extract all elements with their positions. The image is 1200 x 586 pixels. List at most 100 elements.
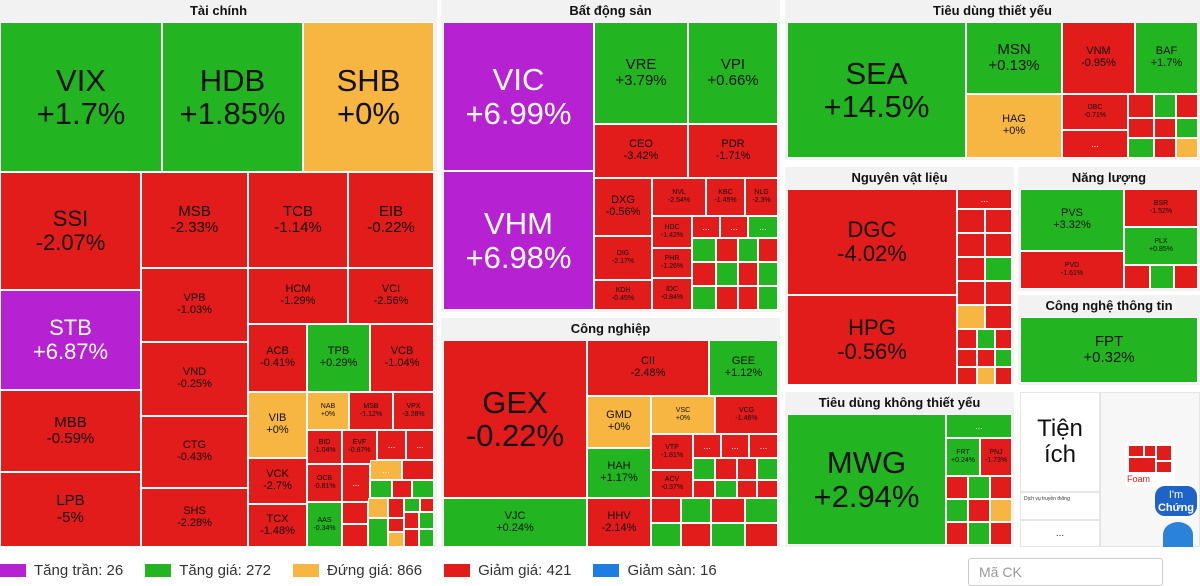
stock-tile[interactable]: TPB +0.29% <box>307 324 370 392</box>
stock-tile[interactable]: OCB -0.81% <box>307 464 342 502</box>
mini-tile[interactable] <box>692 286 716 310</box>
stock-tile[interactable]: VND -0.25% <box>141 342 248 416</box>
stock-tile[interactable]: IDC -0.84% <box>652 278 692 310</box>
mini-tile[interactable] <box>758 286 778 310</box>
more-tile[interactable]: ... <box>721 434 749 458</box>
mini-tile[interactable] <box>957 329 977 349</box>
stock-tile[interactable]: CTG -0.43% <box>141 416 248 488</box>
mini-tile[interactable] <box>985 305 1012 329</box>
mini-tile[interactable] <box>681 523 711 547</box>
mini-tile[interactable] <box>758 238 778 262</box>
mini-tile[interactable] <box>342 524 368 547</box>
stock-tile[interactable]: HPG -0.56% <box>787 295 957 385</box>
stock-tile[interactable]: MBB -0.59% <box>0 390 141 472</box>
mini-tile[interactable] <box>957 281 985 305</box>
stock-tile[interactable]: SHS -2.28% <box>141 488 248 547</box>
mini-tile[interactable] <box>1150 265 1174 289</box>
stock-tile[interactable]: HAH +1.17% <box>587 448 651 498</box>
stock-tile[interactable]: PHR -1.26% <box>652 248 692 278</box>
mini-tile[interactable] <box>1154 138 1176 158</box>
mini-tile[interactable] <box>392 480 412 498</box>
mini-tile[interactable] <box>957 305 985 329</box>
utilities-tile[interactable]: Tiện ích <box>1020 392 1100 492</box>
stock-tile[interactable]: VCK -2.7% <box>248 458 307 504</box>
mini-tile[interactable] <box>745 498 778 523</box>
mini-tile[interactable] <box>711 523 745 547</box>
mini-tile[interactable] <box>342 502 368 524</box>
mini-tile[interactable] <box>681 498 711 523</box>
stock-tile[interactable]: ACB -0.41% <box>248 324 307 392</box>
utilities-media-tile[interactable]: Dịch vụ truyền thông <box>1020 492 1100 520</box>
mini-tile[interactable] <box>420 498 434 512</box>
mascot-badge[interactable]: I'm Chứng <box>1149 480 1200 547</box>
mini-tile[interactable] <box>370 480 392 498</box>
mini-tile[interactable] <box>946 522 968 545</box>
mini-tile[interactable] <box>419 529 434 547</box>
stock-tile[interactable]: AAS -0.34% <box>307 502 342 547</box>
mini-tile[interactable] <box>1176 138 1198 158</box>
mini-tile[interactable] <box>692 238 716 262</box>
mini-tile[interactable] <box>995 329 1012 349</box>
stock-tile[interactable]: HCM -1.29% <box>248 268 348 324</box>
mini-tile[interactable] <box>990 499 1012 522</box>
mini-tile[interactable] <box>968 476 990 499</box>
mini-tile[interactable] <box>651 523 681 547</box>
mini-tile[interactable] <box>368 518 388 547</box>
mini-tile[interactable] <box>968 499 990 522</box>
more-tile[interactable]: ... <box>946 414 1012 438</box>
mini-tile[interactable] <box>985 257 1012 281</box>
stock-tile[interactable]: VPX -3.28% <box>393 392 434 430</box>
stock-tile[interactable]: NVL -2.54% <box>652 178 706 216</box>
stock-tile[interactable]: VPI +0.66% <box>688 22 778 124</box>
mini-tile[interactable] <box>977 349 995 367</box>
mini-tile[interactable] <box>968 522 990 545</box>
stock-tile[interactable]: VSC +0% <box>651 396 715 434</box>
stock-tile[interactable]: EVF -0.87% <box>342 430 377 464</box>
mini-tile[interactable] <box>368 498 388 518</box>
stock-tile[interactable]: VCG -1.46% <box>715 396 778 434</box>
more-tile[interactable]: ... <box>370 460 402 480</box>
mini-tile[interactable] <box>388 498 404 518</box>
mini-tile[interactable] <box>985 209 1012 233</box>
stock-tile[interactable]: GMD +0% <box>587 396 651 448</box>
mini-tile[interactable] <box>1128 118 1154 138</box>
more-tile[interactable]: ... <box>1062 130 1128 158</box>
mini-tile[interactable] <box>957 233 985 257</box>
stock-tile[interactable]: FPT +0.32% <box>1020 317 1198 383</box>
mini-tile[interactable] <box>977 367 995 385</box>
mini-tile[interactable] <box>715 458 737 480</box>
stock-tile[interactable]: NAB +0% <box>307 392 349 430</box>
stock-tile[interactable]: EIB -0.22% <box>348 172 434 268</box>
stock-tile[interactable]: DGC -4.02% <box>787 189 957 295</box>
stock-tile[interactable]: PNJ -1.73% <box>980 438 1012 476</box>
mini-tile[interactable] <box>745 523 778 547</box>
mini-tile[interactable] <box>737 458 757 480</box>
mini-tile[interactable] <box>1128 94 1154 118</box>
mini-tile[interactable] <box>738 238 758 262</box>
mini-tile[interactable] <box>946 499 968 522</box>
stock-tile[interactable]: SSI -2.07% <box>0 172 141 290</box>
stock-tile[interactable]: DXG -0.56% <box>594 178 652 236</box>
stock-tile[interactable]: VCI -2.56% <box>348 268 434 324</box>
mini-tile[interactable] <box>404 529 419 547</box>
mini-tile[interactable] <box>388 518 404 532</box>
mini-tile[interactable] <box>716 286 738 310</box>
stock-tile[interactable]: VPB -1.03% <box>141 268 248 342</box>
mini-tile[interactable] <box>404 498 420 512</box>
stock-tile[interactable]: GEE +1.12% <box>709 340 778 396</box>
mini-tile[interactable] <box>693 458 715 480</box>
stock-tile[interactable]: VIC +6.99% <box>443 22 594 171</box>
more-tile[interactable]: ... <box>377 430 406 460</box>
mini-tile[interactable] <box>692 262 716 286</box>
stock-tile[interactable]: CEO -3.42% <box>594 124 688 178</box>
utilities-more-tile[interactable]: ... <box>1020 520 1100 547</box>
stock-tile[interactable]: HDB +1.85% <box>162 22 303 172</box>
stock-tile[interactable]: HDC -1.42% <box>652 216 692 248</box>
mini-tile[interactable] <box>1174 265 1198 289</box>
stock-tile[interactable]: MSB -2.33% <box>141 172 248 268</box>
stock-tile[interactable]: VIX +1.7% <box>0 22 162 172</box>
stock-tile[interactable]: KBC -1.45% <box>706 178 745 216</box>
mini-tile[interactable] <box>957 367 977 385</box>
mini-tile[interactable] <box>985 233 1012 257</box>
mini-tile[interactable] <box>737 480 757 498</box>
